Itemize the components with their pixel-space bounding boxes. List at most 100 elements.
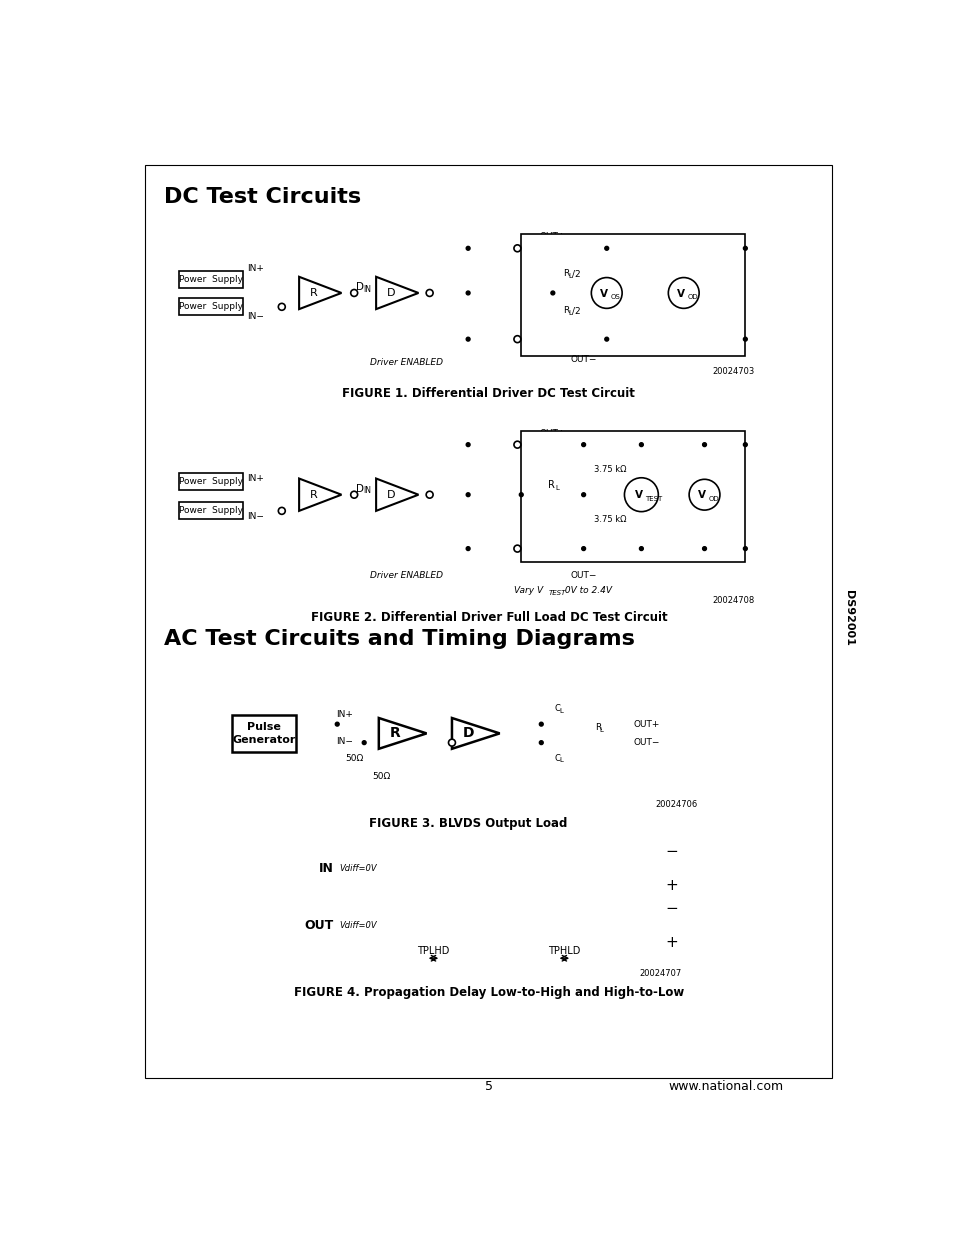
Text: V: V xyxy=(698,490,705,500)
Text: 50Ω: 50Ω xyxy=(372,772,390,781)
Circle shape xyxy=(466,291,470,295)
Text: 20024708: 20024708 xyxy=(712,597,754,605)
Text: L: L xyxy=(555,485,558,490)
Text: Generator: Generator xyxy=(233,735,295,745)
Text: L: L xyxy=(599,726,603,732)
Circle shape xyxy=(742,337,746,341)
Text: D: D xyxy=(462,726,474,741)
Circle shape xyxy=(538,722,542,726)
Text: R: R xyxy=(389,726,400,741)
Circle shape xyxy=(351,492,357,498)
Text: IN: IN xyxy=(363,284,371,294)
Text: R: R xyxy=(310,288,317,298)
Text: V: V xyxy=(599,289,608,299)
Circle shape xyxy=(688,479,720,510)
Text: Power  Supply: Power Supply xyxy=(179,275,243,284)
Circle shape xyxy=(668,278,699,309)
Text: OUT+: OUT+ xyxy=(539,232,565,241)
Text: R: R xyxy=(562,306,569,315)
Text: OUT−: OUT− xyxy=(570,356,597,364)
Text: D: D xyxy=(387,490,395,500)
Text: Power  Supply: Power Supply xyxy=(179,506,243,515)
Text: 3.75 kΩ: 3.75 kΩ xyxy=(594,515,626,524)
Text: Vdiff=0V: Vdiff=0V xyxy=(339,921,376,930)
Text: OUT−: OUT− xyxy=(539,346,565,354)
Circle shape xyxy=(701,442,706,447)
Text: Power  Supply: Power Supply xyxy=(179,303,243,311)
Circle shape xyxy=(550,291,555,295)
Text: IN−: IN− xyxy=(335,736,353,746)
Circle shape xyxy=(514,245,520,252)
Text: 20024707: 20024707 xyxy=(639,969,681,978)
Text: IN: IN xyxy=(363,487,371,495)
Text: D: D xyxy=(387,288,395,298)
Circle shape xyxy=(514,336,520,342)
Text: V: V xyxy=(635,490,642,500)
Bar xyxy=(179,272,242,288)
Circle shape xyxy=(278,508,285,514)
Text: OUT+: OUT+ xyxy=(539,430,565,438)
Circle shape xyxy=(742,547,746,551)
Circle shape xyxy=(581,547,585,551)
Circle shape xyxy=(581,493,585,496)
Circle shape xyxy=(591,278,621,309)
Bar xyxy=(520,431,744,562)
Circle shape xyxy=(426,492,433,498)
Text: DC Test Circuits: DC Test Circuits xyxy=(164,186,361,206)
Circle shape xyxy=(742,442,746,447)
Text: IN−: IN− xyxy=(247,511,264,521)
Text: TPHLD: TPHLD xyxy=(548,946,580,956)
Circle shape xyxy=(639,547,642,551)
Text: OUT−: OUT− xyxy=(633,739,659,747)
Circle shape xyxy=(581,442,585,447)
Text: OS: OS xyxy=(610,294,619,300)
Text: OUT−: OUT− xyxy=(539,555,565,564)
Text: DS92001: DS92001 xyxy=(842,590,853,646)
Text: C: C xyxy=(554,704,559,714)
Text: TEST: TEST xyxy=(644,495,661,501)
Text: 20024703: 20024703 xyxy=(712,367,754,375)
Polygon shape xyxy=(299,277,341,309)
Text: Power  Supply: Power Supply xyxy=(179,477,243,487)
Circle shape xyxy=(604,337,608,341)
Circle shape xyxy=(514,545,520,552)
Text: 50Ω: 50Ω xyxy=(345,753,363,762)
Circle shape xyxy=(518,493,522,496)
Text: /2: /2 xyxy=(572,306,580,315)
Text: Vary V: Vary V xyxy=(514,587,543,595)
Bar xyxy=(179,299,242,315)
Polygon shape xyxy=(452,718,499,748)
Circle shape xyxy=(335,722,339,726)
Text: TEST: TEST xyxy=(548,590,565,597)
Text: www.national.com: www.national.com xyxy=(668,1079,783,1093)
Text: R: R xyxy=(547,480,554,490)
Text: Pulse: Pulse xyxy=(247,722,281,732)
Text: R: R xyxy=(310,490,317,500)
Text: FIGURE 4. Propagation Delay Low-to-High and High-to-Low: FIGURE 4. Propagation Delay Low-to-High … xyxy=(294,987,683,999)
Circle shape xyxy=(466,547,470,551)
Polygon shape xyxy=(375,277,418,309)
Bar xyxy=(520,235,744,356)
Text: IN+: IN+ xyxy=(247,264,264,273)
Text: −: − xyxy=(665,844,678,858)
Text: IN+: IN+ xyxy=(335,710,353,720)
Text: OUT+: OUT+ xyxy=(633,720,659,729)
Text: FIGURE 1. Differential Driver DC Test Circuit: FIGURE 1. Differential Driver DC Test Ci… xyxy=(342,387,635,400)
Text: +: + xyxy=(665,878,678,893)
Text: L: L xyxy=(558,708,562,714)
Text: OD: OD xyxy=(687,294,698,300)
Circle shape xyxy=(639,442,642,447)
Text: IN−: IN− xyxy=(247,311,264,321)
Polygon shape xyxy=(299,478,341,511)
Text: Vdiff=0V: Vdiff=0V xyxy=(339,863,376,873)
Text: L: L xyxy=(568,273,572,279)
Text: R: R xyxy=(562,269,569,278)
Circle shape xyxy=(514,441,520,448)
Text: IN: IN xyxy=(318,862,333,874)
Text: +: + xyxy=(665,935,678,951)
Text: OD: OD xyxy=(708,495,719,501)
Circle shape xyxy=(466,337,470,341)
Circle shape xyxy=(742,246,746,251)
Bar xyxy=(232,715,296,752)
Circle shape xyxy=(448,740,455,746)
